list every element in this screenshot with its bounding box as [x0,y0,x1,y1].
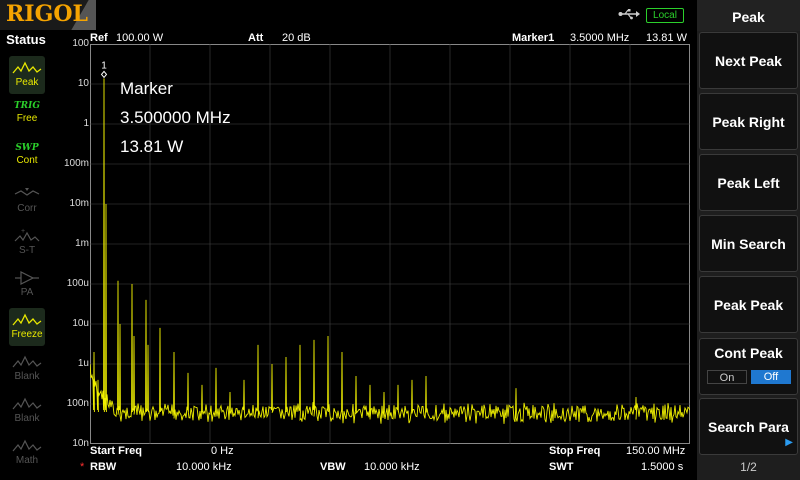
y-axis-label: 100u [66,278,89,289]
marker-1[interactable]: 1 [100,60,108,79]
status-freeze[interactable]: Freeze [9,308,45,346]
top-bar: RIGOL Local [0,0,697,30]
status-trig-label: Free [16,113,38,124]
status-blank-2-label: Blank [14,413,40,424]
marker-readout-title: Marker [120,79,173,98]
rbw-label: RBW [90,461,117,473]
status-peak-label: Peak [15,77,39,88]
status-corr[interactable]: Corr [9,182,45,220]
usb-icon [618,9,640,20]
stop-freq-label: Stop Freq [549,445,601,457]
y-axis-label: 10 [77,78,89,89]
cont-peak-off[interactable]: Off [751,370,791,384]
rbw-value[interactable]: 10.000 kHz [176,461,232,473]
status-pa-label: PA [20,287,34,298]
y-axis-label: 1u [77,358,89,369]
local-status-badge: Local [646,8,684,23]
status-sweep-label: Cont [16,155,38,166]
y-axis-label: 10n [72,438,89,449]
status-panel: Status Peak TRIG Free SWP Cont Corr + S-… [0,30,52,480]
marker-number: 1 [101,60,107,71]
next-peak-button[interactable]: Next Peak [699,32,798,89]
spectrum-trace [90,78,690,424]
status-st-label: S-T [18,245,36,256]
y-axis-label: 10m [69,198,89,209]
status-pa[interactable]: PA [9,266,45,304]
status-peak[interactable]: Peak [9,56,45,94]
stop-freq-value[interactable]: 150.00 MHz [626,445,686,457]
status-title: Status [6,32,46,47]
swt-label: SWT [549,461,574,473]
start-freq-value[interactable]: 0 Hz [211,445,234,457]
y-axis-label: 1 [83,118,89,129]
marker-readout-level: 13.81 W [120,137,184,156]
menu-title: Peak [697,0,800,31]
plot-header: Ref 100.00 W Att 20 dB Marker1 3.5000 MH… [90,32,692,46]
spectrum-trace-plot[interactable]: 1 [90,44,690,444]
math-wave-icon [12,439,42,452]
peak-left-button[interactable]: Peak Left [699,154,798,211]
page-indicator: 1/2 [740,460,757,474]
peak-peak-button[interactable]: Peak Peak [699,276,798,333]
att-label: Att [248,32,264,44]
y-axis-label: 100m [63,158,89,169]
blank-wave-icon [12,355,42,368]
start-freq-label: Start Freq [90,445,142,457]
marker-freq: 3.5000 MHz [570,32,630,44]
trig-tag: TRIG [13,101,41,111]
ref-label: Ref [90,32,108,44]
blank-wave-icon [12,397,42,410]
status-math-label: Math [15,455,39,466]
peak-right-button[interactable]: Peak Right [699,93,798,150]
status-sweep[interactable]: SWP Cont [9,140,45,178]
brand-logo: RIGOL [0,0,96,30]
marker-readout-freq: 3.500000 MHz [120,108,231,127]
logo-text: RIGOL [6,1,88,27]
search-para-button[interactable]: Search Para ▶ [699,398,798,455]
rbw-flag: * [80,461,85,473]
vbw-label: VBW [320,461,346,473]
y-axis-label: 1m [75,238,89,249]
softkey-menu: Peak Next Peak Peak Right Peak Left Min … [697,0,800,480]
plot-footer: Start Freq 0 Hz Stop Freq 150.00 MHz * R… [0,444,697,480]
pa-icon [15,271,39,285]
status-trig[interactable]: TRIG Free [9,98,45,136]
freeze-wave-icon [12,313,42,326]
ref-value[interactable]: 100.00 W [116,32,164,44]
st-icon: + [14,228,40,242]
marker-diamond-icon [100,70,108,79]
status-blank-2[interactable]: Blank [9,392,45,430]
swt-value[interactable]: 1.5000 s [641,461,684,473]
status-freeze-label: Freeze [11,329,43,340]
peak-wave-icon [12,61,42,74]
cont-peak-label: Cont Peak [714,345,783,361]
status-blank-1-label: Blank [14,371,40,382]
status-math[interactable]: Math [9,434,45,472]
submenu-arrow-icon: ▶ [785,437,793,448]
svg-text:+: + [21,228,25,235]
vbw-value[interactable]: 10.000 kHz [364,461,420,473]
y-axis-label: 100n [66,398,89,409]
search-para-label: Search Para [708,419,789,435]
cont-peak-toggle[interactable]: Cont Peak On Off [699,338,798,395]
status-st[interactable]: + S-T [9,224,45,262]
y-axis-label: 10u [72,318,89,329]
min-search-button[interactable]: Min Search [699,215,798,272]
marker-level: 13.81 W [646,32,687,44]
marker-readout: Marker 3.500000 MHz 13.81 W [120,74,231,161]
att-value[interactable]: 20 dB [282,32,311,44]
marker-label: Marker1 [512,32,555,44]
corr-icon [14,188,40,196]
grid-lines [90,44,690,444]
cont-peak-on[interactable]: On [707,370,747,384]
status-corr-label: Corr [17,203,37,214]
swp-tag: SWP [15,143,39,153]
y-axis-label: 100 [72,38,89,49]
status-blank-1[interactable]: Blank [9,350,45,388]
